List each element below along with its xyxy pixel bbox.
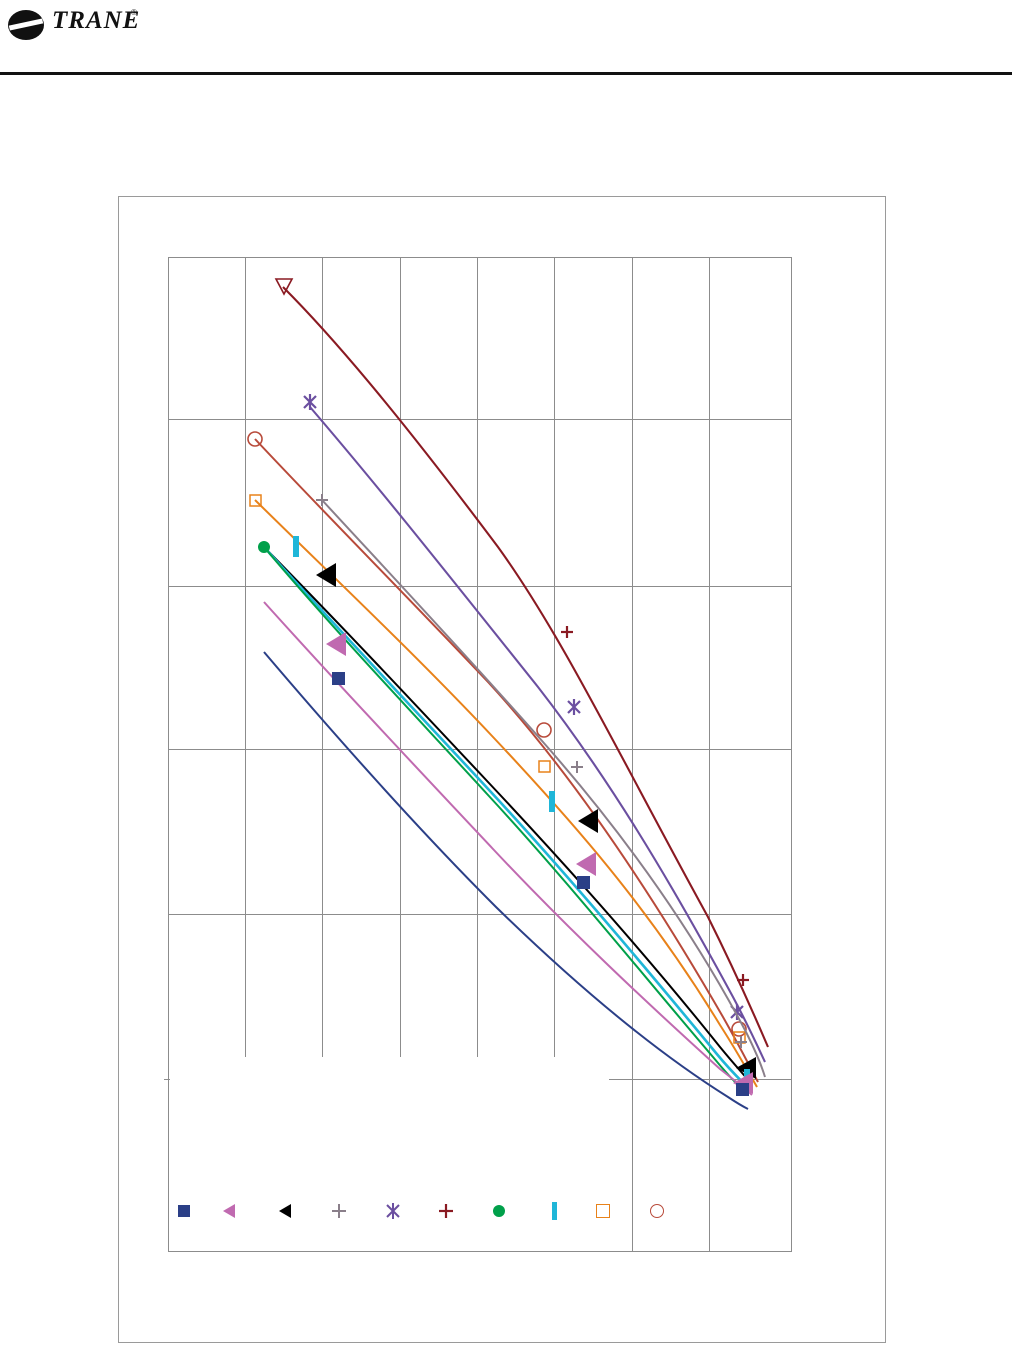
gridline-y-2 xyxy=(168,586,791,587)
filled-circle-green-icon xyxy=(493,1205,505,1217)
gridline-x-3 xyxy=(400,257,401,1057)
gridline-x-5 xyxy=(554,257,555,1057)
x-cross-icon xyxy=(386,1203,400,1219)
chart-plot-area xyxy=(164,257,792,1252)
legend-item-series-5[interactable] xyxy=(382,1200,404,1222)
open-square-orange-icon xyxy=(596,1204,610,1218)
gridline-x-8 xyxy=(791,257,792,1252)
plus-dark-red-icon xyxy=(439,1204,453,1218)
series-4-curve xyxy=(316,494,766,1078)
gridline-x-7 xyxy=(709,257,710,1252)
plus-gray-icon xyxy=(332,1204,346,1218)
gridline-x-4 xyxy=(477,257,478,1057)
gridline-y-4 xyxy=(168,914,791,915)
series-6-curve xyxy=(274,278,769,1048)
series-8-curve xyxy=(263,536,752,1091)
bar-cyan-icon xyxy=(552,1202,557,1220)
legend-item-series-8[interactable] xyxy=(543,1200,565,1222)
chart-legend xyxy=(168,1200,792,1230)
gridline-x-0 xyxy=(168,257,169,1252)
filled-triangle-left-icon xyxy=(223,1204,235,1218)
page-header: TRANE ® xyxy=(0,0,1012,72)
header-divider xyxy=(0,72,1012,75)
trane-oval-logo-icon xyxy=(8,8,44,42)
gridline-y-top xyxy=(168,257,791,258)
series-5-curve xyxy=(303,394,766,1063)
chart-series-layer xyxy=(247,278,769,1110)
legend-item-series-3[interactable] xyxy=(274,1200,296,1222)
gridline-x-6 xyxy=(632,257,633,1252)
legend-item-series-10[interactable] xyxy=(646,1200,668,1222)
legend-item-series-6[interactable] xyxy=(435,1200,457,1222)
open-circle-red-icon xyxy=(650,1204,664,1218)
gridline-x-2 xyxy=(322,257,323,1057)
registered-mark: ® xyxy=(131,8,137,17)
legend-item-series-1[interactable] xyxy=(174,1200,196,1222)
figure-frame xyxy=(118,196,886,1343)
axis-tick-left xyxy=(164,1079,170,1080)
gridline-y-3 xyxy=(168,749,791,750)
series-10-curve xyxy=(247,431,759,1083)
filled-triangle-left-black-icon xyxy=(279,1204,291,1218)
gridline-y-1 xyxy=(168,419,791,420)
brand-name: TRANE xyxy=(52,7,141,34)
legend-item-series-7[interactable] xyxy=(488,1200,510,1222)
series-7-curve xyxy=(258,541,747,1094)
legend-item-series-9[interactable] xyxy=(592,1200,614,1222)
legend-item-series-2[interactable] xyxy=(218,1200,240,1222)
filled-square-icon xyxy=(178,1205,190,1217)
legend-item-series-4[interactable] xyxy=(328,1200,350,1222)
gridline-y-bottom xyxy=(168,1251,791,1252)
gridline-x-1 xyxy=(245,257,246,1057)
series-1-curve xyxy=(263,651,749,1110)
